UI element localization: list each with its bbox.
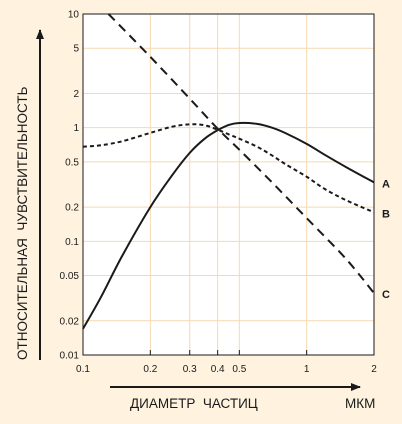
- x-tick-label: 0.3: [183, 364, 197, 375]
- x-axis-label: ДИАМЕТР ЧАСТИЦ: [130, 396, 258, 411]
- x-tick-label: 0.5: [232, 364, 246, 375]
- series-labels: A B C: [382, 178, 390, 301]
- x-tick-label: 0.1: [76, 364, 90, 375]
- y-tick-label: 0.01: [60, 351, 80, 362]
- series-line-c: [107, 13, 375, 294]
- x-tick-label: 2: [371, 364, 377, 375]
- x-axis-unit: МКМ: [345, 396, 375, 411]
- plot-frame: [82, 13, 375, 356]
- y-tick-label: 10: [68, 10, 80, 21]
- x-tick-labels: 0.1 0.2 0.3 0.4 0.5 1 2: [76, 364, 377, 375]
- series-label-a: A: [382, 178, 390, 190]
- y-tick-label: 2: [73, 89, 79, 100]
- y-tick-label: 5: [73, 44, 79, 55]
- x-tick-label: 0.4: [211, 364, 225, 375]
- y-tick-label: 0.5: [65, 157, 79, 168]
- y-tick-label: 0.05: [60, 271, 80, 282]
- grid: [83, 14, 374, 355]
- x-tick-label: 1: [304, 364, 310, 375]
- y-tick-label: 0.1: [65, 237, 79, 248]
- plot-border: [82, 13, 375, 356]
- y-tick-label: 0.02: [60, 316, 80, 327]
- series-line-a: [82, 121, 375, 330]
- series-label-c: C: [382, 289, 390, 301]
- plot-area: [83, 14, 374, 355]
- series-lines: [82, 13, 375, 330]
- x-tick-label: 0.2: [143, 364, 157, 375]
- y-tick-label: 1: [73, 123, 79, 134]
- y-axis-label: ОТНОСИТЕЛЬНАЯ ЧУВСТВИТЕЛЬНОСТЬ: [15, 86, 30, 360]
- series-line-b: [82, 123, 375, 214]
- series-label-b: B: [382, 208, 390, 220]
- y-tick-label: 0.2: [65, 203, 79, 214]
- y-tick-labels: 10 5 2 1 0.5 0.2 0.1 0.05 0.02 0.01: [60, 10, 80, 362]
